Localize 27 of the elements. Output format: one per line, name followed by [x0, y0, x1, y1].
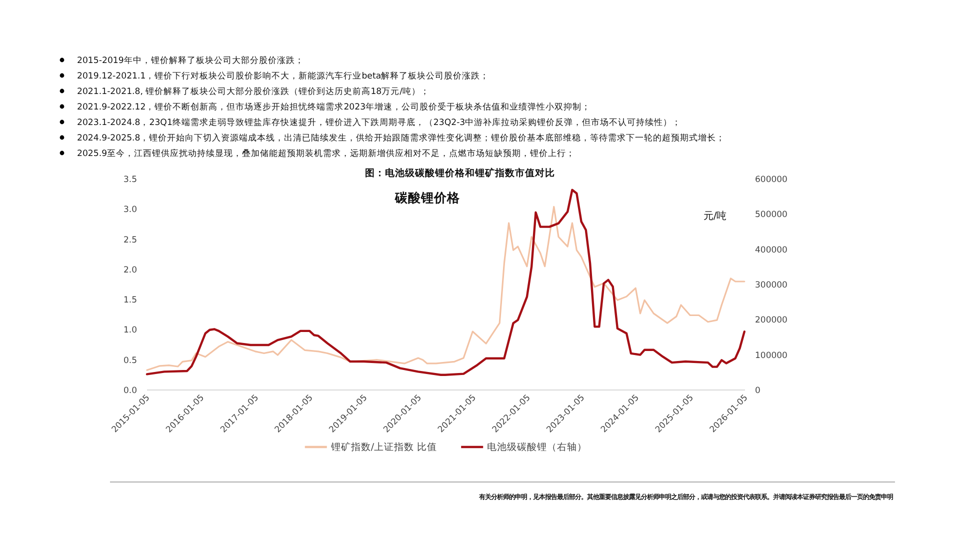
y-tick-label: 2.0: [123, 265, 137, 276]
text: 2015-2019年中，锂价解释了板块公司大部分股价涨跌；: [77, 55, 304, 66]
y2-tick-label: 100000: [755, 350, 788, 361]
y2-tick-label: 300000: [755, 280, 788, 290]
text: 2024.9-2025.8，锂价开始向下切入资源端成本线，出清已陆续发生，供给开始跟随需求弹性变化调整；锂价股价基本底部维稳，等待需求下一轮的超预期式增长；: [77, 132, 726, 144]
y-tick-label: 1.5: [123, 296, 137, 306]
text: 2019.12-2021.1，锂价下行对板块公司股价影响不大，新能源汽车行业beta解释了板块公司股价涨跌；: [77, 70, 490, 82]
y2-axis-title: 元/吨: [703, 210, 727, 222]
text: 2025.9至今，江西锂供应扰动持续显现，叠加储能超预期装机需求，远期新增供应相对不足，点燃市场短缺预期，锂价上行；: [77, 148, 576, 159]
y-tick-label: 1.0: [123, 326, 137, 336]
y2-tick-label: 400000: [755, 245, 788, 256]
y2-tick-label: 0: [755, 386, 760, 396]
y-tick-label: 2.5: [123, 235, 137, 246]
y2-tick-label: 200000: [755, 316, 788, 326]
y2-tick-label: 600000: [755, 175, 788, 185]
y2-tick-label: 500000: [755, 210, 788, 220]
y-tick-label: 0.0: [123, 386, 137, 396]
text: 2023.1-2024.8，23Q1终端需求走弱导致锂盐库存快速提升，锂价进入下跌周期寻底，（23Q2-3中游补库拉动采购锂价反弹，但市场不认可持续性）；: [77, 117, 682, 128]
text: 2021.1-2021.8, 锂价解释了板块公司大部分股价涨跌（锂价到达历史前高18万元/吨）；: [77, 86, 430, 97]
y-tick-label: 0.5: [123, 356, 137, 366]
y-tick-label: 3.5: [123, 175, 137, 185]
chart-title: 图：电池级碳酸锂价格和锂矿指数市值对比: [365, 167, 555, 179]
text: 2021.9-2022.12，锂价不断创新高，但市场逐步开始担忧终端需求2023年增速，公司股价受于板块杀估值和业绩弹性小双抑制；: [77, 102, 591, 112]
legend-label: 锂矿指数/上证指数 比值: [330, 441, 438, 453]
annotation: 碳酸锂价格: [394, 190, 461, 205]
legend-label: 电池级碳酸锂（右轴）: [487, 441, 588, 453]
y-tick-label: 3.0: [123, 205, 137, 216]
